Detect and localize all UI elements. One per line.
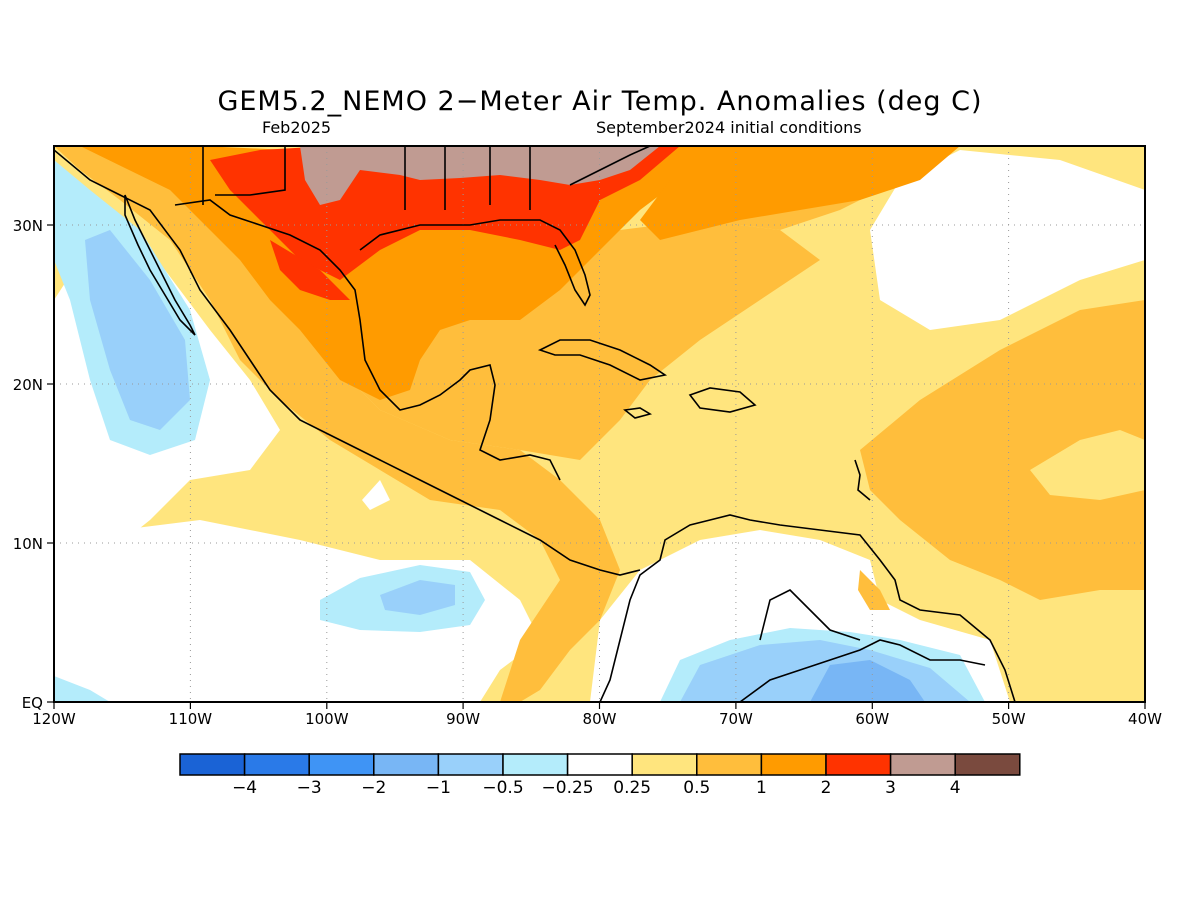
lon-label: 60W [855, 710, 889, 728]
anomaly-field [54, 146, 1145, 702]
hot-region-southeast-us [300, 146, 660, 205]
colorbar-swatch [631, 753, 698, 776]
lon-label: 40W [1128, 710, 1162, 728]
colorbar-swatch [179, 753, 246, 776]
colorbar-label: 3 [885, 778, 896, 798]
map-title: GEM5.2_NEMO 2−Meter Air Temp. Anomalies … [217, 86, 983, 117]
colorbar-label: −0.25 [542, 778, 594, 798]
lon-label: 120W [32, 710, 76, 728]
colorbar-label: −1 [426, 778, 451, 798]
colorbar-label: −0.5 [482, 778, 523, 798]
colorbar-label: 0.5 [683, 778, 710, 798]
colorbar-label: 0.25 [613, 778, 651, 798]
warm-region-gulf [54, 146, 620, 702]
neutral-region-atlantic [870, 150, 1145, 330]
lat-label: 30N [13, 217, 43, 235]
latitude-labels: EQ 10N 20N 30N [13, 217, 43, 712]
lon-label: 90W [446, 710, 480, 728]
colorbar-swatch [502, 753, 569, 776]
colorbar-label: 4 [950, 778, 961, 798]
colorbar-swatch [760, 753, 827, 776]
colorbar-label: −2 [361, 778, 386, 798]
colorbar-label: −4 [232, 778, 257, 798]
colorbar-swatch [437, 753, 504, 776]
lon-label: 70W [719, 710, 753, 728]
colorbar-label: −3 [297, 778, 322, 798]
colorbar-swatch [825, 753, 892, 776]
lon-label: 80W [583, 710, 617, 728]
colorbar-label: 1 [756, 778, 767, 798]
colorbar-label: 2 [821, 778, 832, 798]
warm-region-atlantic [860, 300, 1145, 600]
colorbar-swatch [954, 753, 1021, 776]
lon-label: 100W [305, 710, 349, 728]
forecast-month: Feb2025 [262, 118, 332, 137]
lon-label: 50W [992, 710, 1026, 728]
lat-label: 20N [13, 376, 43, 394]
colorbar-swatch [566, 753, 633, 776]
colorbar-swatch [696, 753, 763, 776]
colorbar-swatch [373, 753, 440, 776]
colorbar: −4 −3 −2 −1 −0.5 −0.25 0.25 0.5 1 2 3 4 [179, 753, 1021, 798]
colorbar-swatch [889, 753, 956, 776]
longitude-labels: 120W 110W 100W 90W 80W 70W 60W 50W 40W [32, 710, 1162, 728]
lon-label: 110W [169, 710, 213, 728]
lat-label: 10N [13, 535, 43, 553]
initial-conditions: September2024 initial conditions [596, 118, 862, 137]
coastlines [54, 146, 1016, 702]
colorbar-swatch [243, 753, 310, 776]
lat-label: EQ [22, 694, 43, 712]
colorbar-swatch [308, 753, 375, 776]
